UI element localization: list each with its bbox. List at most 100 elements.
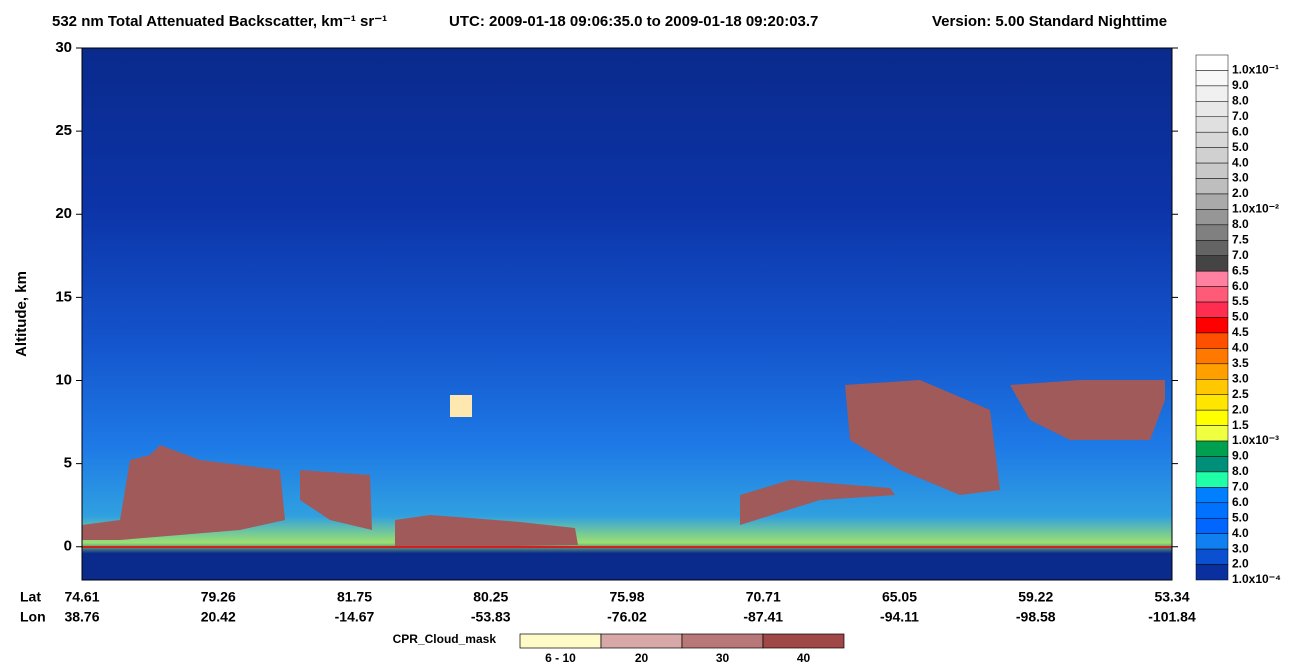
x-row-name: Lat [20,589,41,605]
colorbar-cell [1195,348,1229,365]
colorbar-label: 7.5 [1232,232,1249,246]
cloud-mask-cell [762,633,845,649]
colorbar-cell [1195,425,1229,442]
colorbar-cell [1195,456,1229,473]
colorbar-label: 2.5 [1232,387,1249,401]
colorbar-label: 3.0 [1232,171,1249,185]
colorbar-cell [1195,270,1229,287]
x-tick-label: 75.98 [609,589,644,605]
colorbar-cell [1195,379,1229,395]
colorbar-cell [1195,209,1229,226]
colorbar-label: 4.0 [1232,526,1249,540]
colorbar-label: 1.0x10⁻² [1232,202,1279,216]
colorbar-cell [1195,255,1229,272]
cloud-mask-cell [681,633,764,649]
colorbar-label: 2.0 [1232,557,1249,571]
colorbar-label: 4.5 [1232,325,1249,339]
colorbar-label: 8.0 [1232,217,1249,231]
colorbar-label: 6.0 [1232,279,1249,293]
colorbar-label: 1.0x10⁻¹ [1232,63,1279,77]
y-tick-label: 0 [64,538,72,555]
y-axis-label: Altitude, km [13,271,30,357]
colorbar-label: 9.0 [1232,78,1249,92]
colorbar-label: 5.0 [1232,310,1249,324]
colorbar-cell [1195,101,1229,118]
colorbar-cell [1195,487,1229,504]
colorbar-cell [1195,363,1229,380]
colorbar-cell [1195,116,1229,133]
colorbar-cell [1195,409,1229,426]
colorbar-label: 7.0 [1232,248,1249,262]
colorbar-label: 7.0 [1232,109,1249,123]
x-tick-label: 79.26 [201,589,236,605]
x-tick-label: 80.25 [473,589,508,605]
x-tick-label: -53.83 [471,609,511,625]
cloud-mask-cell [519,633,602,649]
colorbar-cell [1195,54,1229,71]
x-tick-label: -76.02 [607,609,647,625]
colorbar-label: 2.0 [1232,402,1249,416]
colorbar-cell [1195,286,1229,303]
x-tick-label: -87.41 [743,609,783,625]
colorbar-label: 1.5 [1232,418,1249,432]
y-tick-label: 20 [55,205,72,222]
y-tick-label: 10 [55,371,72,388]
colorbar-label: 3.0 [1232,371,1249,385]
colorbar-label: 3.5 [1232,356,1249,370]
colorbar-cell [1195,317,1229,334]
colorbar-cell [1195,193,1229,210]
colorbar-cell [1195,548,1229,565]
colorbar-label: 5.0 [1232,140,1249,154]
colorbar-cell [1195,178,1229,195]
x-tick-label: 59.22 [1018,589,1053,605]
colorbar-label: 1.0x10⁻³ [1232,433,1279,447]
colorbar-cell [1195,162,1229,179]
colorbar-label: 9.0 [1232,449,1249,463]
colorbar-label: 5.0 [1232,510,1249,524]
x-tick-label: 38.76 [64,609,99,625]
plot-image [82,48,1172,580]
x-tick-label: 53.34 [1154,589,1189,605]
colorbar-label: 7.0 [1232,480,1249,494]
colorbar-label: 4.0 [1232,341,1249,355]
colorbar-label: 8.0 [1232,93,1249,107]
x-tick-label: 74.61 [64,589,99,605]
colorbar-cell [1195,70,1229,87]
colorbar-cell [1195,85,1229,102]
colorbar-label: 6.0 [1232,124,1249,138]
colorbar-label: 8.0 [1232,464,1249,478]
cloud-mask-label: 30 [716,651,730,665]
x-tick-label: -101.84 [1148,609,1196,625]
y-tick-label: 30 [55,39,72,56]
colorbar-cell [1195,564,1229,581]
cloud-mask-label: 20 [635,651,649,665]
colorbar-cell [1195,131,1229,148]
x-tick-label: 65.05 [882,589,917,605]
x-tick-label: 70.71 [746,589,781,605]
x-tick-label: -14.67 [335,609,375,625]
y-tick-label: 15 [55,288,72,305]
colorbar-label: 2.0 [1232,186,1249,200]
colorbar-cell [1195,240,1229,256]
y-tick-label: 25 [55,122,72,139]
colorbar-cell [1195,440,1229,457]
colorbar-label: 5.5 [1232,294,1249,308]
colorbar-cell [1195,224,1229,241]
colorbar-cell [1195,533,1229,550]
cloud-mask-label: 40 [797,651,811,665]
x-tick-label: 20.42 [201,609,236,625]
version: Version: 5.00 Standard Nighttime [932,13,1167,30]
colorbar-label: 6.5 [1232,263,1249,277]
colorbar-cell [1195,471,1229,488]
cloud-mask-label: 6 - 10 [545,651,576,665]
colorbar-label: 1.0x10⁻⁴ [1232,572,1281,586]
colorbar-cell [1195,502,1229,519]
colorbar-cell [1195,147,1229,164]
chart-title: 532 nm Total Attenuated Backscatter, km⁻… [52,13,387,30]
x-tick-label: 81.75 [337,589,372,605]
x-row-name: Lon [20,609,46,625]
utc-range: UTC: 2009-01-18 09:06:35.0 to 2009-01-18… [449,13,818,30]
x-tick-label: -94.11 [880,609,919,625]
colorbar-cell [1195,394,1229,411]
